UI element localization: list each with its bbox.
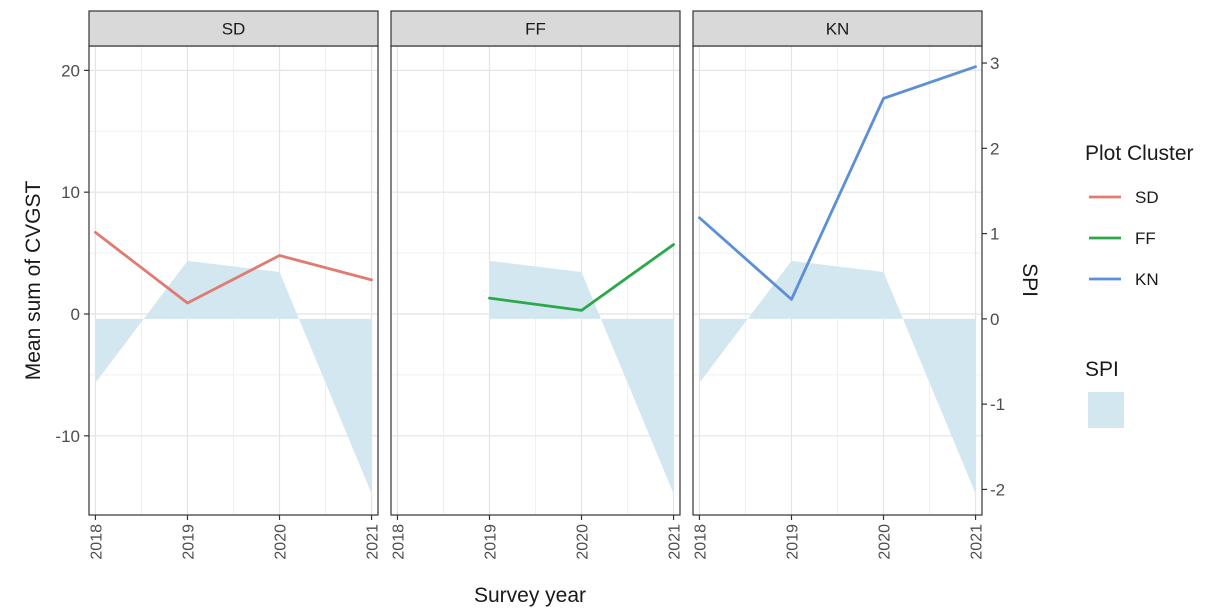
y-tick-label: 20 xyxy=(61,61,80,80)
y2-tick-label: 1 xyxy=(990,225,999,244)
legend-title-plot-cluster: Plot Cluster xyxy=(1085,142,1194,165)
y-axis-title: Mean sum of CVGST xyxy=(22,181,45,381)
x-tick-label: 2019 xyxy=(482,524,499,560)
x-tick-label: 2021 xyxy=(969,524,986,560)
legend-label-ff: FF xyxy=(1135,229,1156,248)
x-tick-label: 2021 xyxy=(365,524,382,560)
legend-key-spi xyxy=(1088,392,1124,428)
y-tick-label: 10 xyxy=(61,183,80,202)
facet-strip-label-ff: FF xyxy=(525,20,546,39)
facet-strip-kn xyxy=(692,10,983,47)
x-tick-label: 2019 xyxy=(180,524,197,560)
x-tick-label: 2018 xyxy=(390,524,407,560)
x-tick-label: 2019 xyxy=(784,524,801,560)
x-tick-label: 2018 xyxy=(88,524,105,560)
facet-strip-label-sd: SD xyxy=(222,20,246,39)
x-tick-label: 2020 xyxy=(575,524,592,560)
series-line-ff xyxy=(488,243,675,312)
y2-tick-label: -1 xyxy=(990,395,1005,414)
y2-tick-label: 3 xyxy=(990,54,999,73)
y2-tick-label: -2 xyxy=(990,480,1005,499)
legend-label-sd: SD xyxy=(1135,188,1159,207)
y2-tick-label: 2 xyxy=(990,139,999,158)
legend-label-kn: KN xyxy=(1135,270,1159,289)
facet-strip-label-kn: KN xyxy=(826,20,850,39)
y-tick-label: -10 xyxy=(55,427,80,446)
spi-area-ff xyxy=(489,260,674,494)
x-tick-label: 2020 xyxy=(273,524,290,560)
series-line-kn xyxy=(698,65,977,301)
y2-tick-label: 0 xyxy=(990,310,999,329)
x-tick-label: 2021 xyxy=(667,524,684,560)
x-axis-title: Survey year xyxy=(474,584,586,607)
y2-axis-title: SPI xyxy=(1018,263,1041,297)
facet-strip-ff xyxy=(390,10,681,47)
x-tick-label: 2020 xyxy=(877,524,894,560)
series-line-sd xyxy=(94,230,373,305)
y-tick-label: 0 xyxy=(71,305,80,324)
legend-title-spi: SPI xyxy=(1085,358,1119,381)
x-tick-label: 2018 xyxy=(692,524,709,560)
facet-strip-sd xyxy=(88,10,379,47)
spi-area-kn xyxy=(699,260,976,494)
spi-area-sd xyxy=(95,260,372,494)
